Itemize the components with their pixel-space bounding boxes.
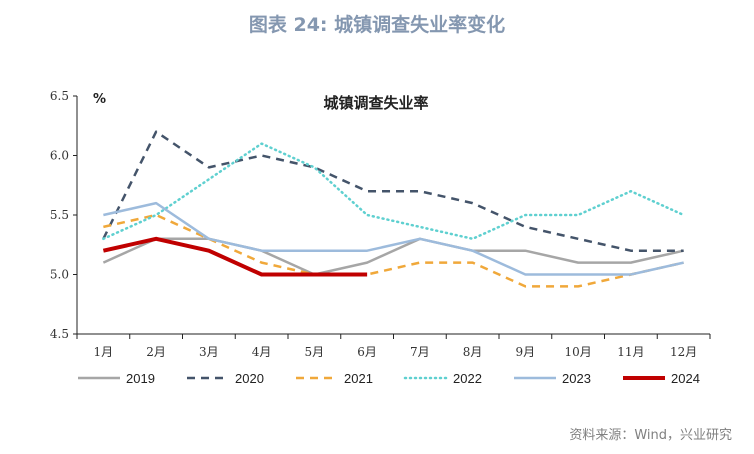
series-line-2023: [103, 201, 684, 276]
legend-label-2024: 2024: [671, 371, 700, 386]
legend-label-2023: 2023: [562, 371, 591, 386]
x-tick-label: 2月: [146, 345, 166, 359]
y-tick-label: 5.0: [50, 268, 69, 282]
x-tick-label: 3月: [199, 345, 219, 359]
x-tick-label: 11月: [617, 345, 644, 359]
series-line-2021: [103, 213, 684, 288]
legend-label-2020: 2020: [235, 371, 264, 386]
y-tick-label: 6.0: [50, 149, 69, 163]
chart-title: 城镇调查失业率: [323, 94, 428, 112]
y-tick-label: 6.5: [50, 89, 69, 103]
x-tick-label: 7月: [410, 345, 430, 359]
x-tick-label: 10月: [564, 345, 591, 359]
series-line-2024: [102, 236, 368, 277]
x-tick-label: 6月: [357, 345, 377, 359]
legend-label-2019: 2019: [126, 371, 155, 386]
x-tick-label: 4月: [252, 345, 272, 359]
x-tick-label: 1月: [94, 345, 114, 359]
x-tick-label: 5月: [305, 345, 325, 359]
series-line-2019: [102, 237, 684, 276]
legend-label-2021: 2021: [344, 371, 373, 386]
figure-title: 图表 24: 城镇调查失业率变化: [248, 14, 506, 36]
y-tick-label: 5.5: [50, 208, 69, 222]
source-note: 资料来源：Wind，兴业研究: [569, 428, 732, 443]
x-tick-label: 12月: [670, 345, 697, 359]
y-tick-label: 4.5: [50, 327, 69, 341]
y-unit-label: %: [93, 92, 106, 107]
legend-label-2022: 2022: [453, 371, 482, 386]
series-line-2022: [102, 142, 685, 241]
series-line-2020: [102, 130, 684, 252]
x-tick-label: 8月: [463, 345, 483, 359]
x-tick-label: 9月: [516, 345, 536, 359]
